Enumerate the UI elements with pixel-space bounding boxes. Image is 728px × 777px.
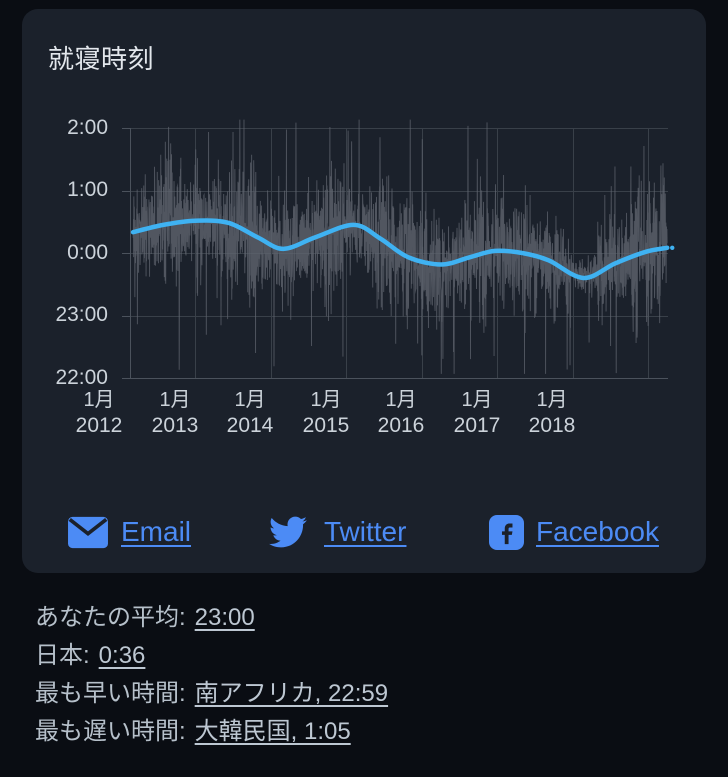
x-tick-label-2015: 1月 2015 bbox=[302, 389, 350, 437]
x-tick-label-2016: 1月 2016 bbox=[377, 389, 425, 437]
stat-value-link[interactable]: 23:00 bbox=[194, 604, 255, 631]
x-tick-label-2014: 1月 2014 bbox=[226, 389, 274, 437]
share-email-link[interactable]: Email bbox=[67, 509, 191, 555]
share-facebook-link[interactable]: Facebook bbox=[489, 509, 659, 555]
twitter-icon bbox=[263, 512, 312, 552]
share-twitter-label: Twitter bbox=[324, 516, 407, 547]
facebook-icon bbox=[489, 514, 524, 550]
stat-value-link[interactable]: 大韓民国, 1:05 bbox=[194, 718, 351, 745]
stat-value-link[interactable]: 南アフリカ, 22:59 bbox=[194, 680, 389, 707]
x-tick-label-2018: 1月 2018 bbox=[528, 389, 576, 437]
stat-label: 最も遅い時間: bbox=[35, 718, 186, 745]
y-tick-label-0am: 0:00 bbox=[67, 241, 108, 264]
x-tick-label-2017: 1月 2017 bbox=[453, 389, 501, 437]
y-tick-label-1am: 1:00 bbox=[67, 178, 108, 201]
bedtime-chart-canvas bbox=[118, 117, 680, 389]
y-tick-label-22pm: 22:00 bbox=[55, 366, 108, 389]
stat-row-japan: 日本: 0:36 bbox=[35, 641, 705, 671]
stat-label: あなたの平均: bbox=[35, 604, 186, 631]
y-tick-label-2am: 2:00 bbox=[67, 116, 108, 139]
y-tick-label-23pm: 23:00 bbox=[55, 303, 108, 326]
x-tick-label-2013: 1月 2013 bbox=[151, 389, 199, 437]
stat-row-earliest: 最も早い時間: 南アフリカ, 22:59 bbox=[35, 679, 705, 709]
stat-label: 日本: bbox=[35, 642, 90, 669]
stat-row-latest: 最も遅い時間: 大韓民国, 1:05 bbox=[35, 717, 705, 747]
card-title: 就寝時刻 bbox=[48, 44, 155, 74]
x-tick-label-2012: 1月 2012 bbox=[75, 389, 123, 437]
stat-value-link[interactable]: 0:36 bbox=[98, 642, 146, 669]
share-facebook-label: Facebook bbox=[536, 516, 659, 547]
stat-label: 最も早い時間: bbox=[35, 680, 186, 707]
share-twitter-link[interactable]: Twitter bbox=[263, 509, 406, 555]
stats-section: あなたの平均: 23:00 日本: 0:36 最も早い時間: 南アフリカ, 22:59… bbox=[35, 603, 705, 755]
stat-row-your-average: あなたの平均: 23:00 bbox=[35, 603, 705, 633]
share-email-label: Email bbox=[121, 516, 192, 547]
email-icon bbox=[67, 516, 109, 549]
bedtime-card: 就寝時刻 2:00 1:00 0:00 23:00 22:00 1月 2012 1… bbox=[22, 9, 706, 573]
